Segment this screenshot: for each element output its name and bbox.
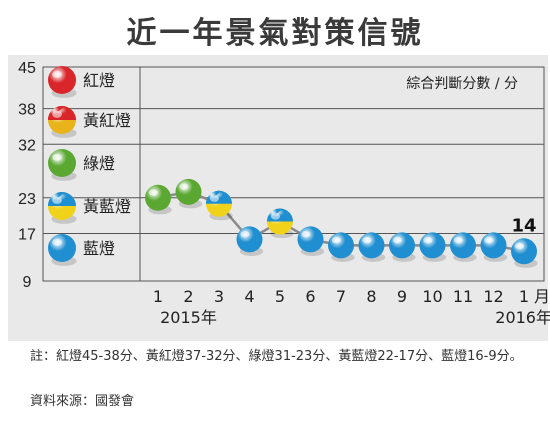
ball-highlight — [240, 230, 250, 238]
ball-highlight — [423, 236, 433, 244]
data-point — [206, 190, 233, 221]
ball-body — [48, 234, 76, 262]
ball-highlight — [209, 195, 219, 202]
legend-light-blue — [48, 234, 77, 266]
x-tick-label: 1 — [519, 287, 529, 306]
year-label: 2015年 — [160, 308, 217, 327]
ball-highlight — [52, 110, 62, 118]
ball-highlight — [331, 236, 342, 244]
ball-highlight — [52, 196, 62, 204]
x-tick-label: 11 — [453, 287, 473, 306]
x-tick-label: 3 — [214, 287, 224, 306]
ball-highlight — [270, 213, 281, 220]
x-tick-label: 6 — [305, 287, 315, 306]
y-axis-label: 綜合判斷分數 / 分 — [406, 76, 518, 92]
ball-highlight — [453, 236, 464, 244]
ball-highlight — [52, 238, 62, 246]
legend-light-yellow_blue — [48, 191, 77, 224]
year-label: 2016年 — [495, 308, 550, 327]
data-point — [267, 208, 294, 239]
ball-body — [389, 232, 415, 259]
y-tick-label: 23 — [18, 191, 36, 208]
x-tick-label: 1 — [153, 287, 163, 306]
ball-highlight — [362, 236, 372, 244]
ball-highlight — [179, 183, 189, 190]
ball-body — [419, 232, 446, 259]
ball-body — [358, 232, 385, 259]
y-tick-label: 45 — [18, 60, 36, 77]
ball-body — [145, 184, 171, 211]
legend-label: 藍燈 — [83, 239, 115, 258]
plot-frame — [42, 66, 545, 282]
ball-body — [328, 232, 354, 259]
x-tick-label: 10 — [422, 287, 442, 306]
source-note: 資料來源：國發會 — [30, 394, 135, 409]
ball-body — [480, 232, 507, 259]
ball-highlight — [514, 242, 524, 250]
ball-body — [297, 226, 324, 253]
x-tick-label: 5 — [275, 287, 285, 306]
ball-body — [236, 226, 263, 253]
legend-label: 綠燈 — [83, 154, 115, 173]
data-point — [236, 226, 264, 256]
ball-highlight — [392, 236, 403, 244]
footnote: 註：紅燈45-38分、黃紅燈37-32分、綠燈31-23分、黃藍燈22-17分、… — [30, 349, 523, 364]
x-tick-label: 12 — [483, 287, 503, 306]
legend-light-yellow_red — [48, 105, 77, 138]
data-point — [175, 178, 203, 209]
legend-light-red — [48, 66, 77, 98]
data-point — [511, 238, 538, 268]
y-tick-label: 38 — [18, 102, 36, 119]
ball-body — [48, 66, 76, 94]
legend-light-green — [48, 149, 77, 181]
legend-label: 紅燈 — [83, 71, 115, 90]
ball-highlight — [484, 236, 494, 244]
data-point — [419, 232, 447, 262]
ball-body — [48, 149, 76, 177]
ball-highlight — [52, 70, 62, 78]
data-label: 14 — [511, 215, 536, 236]
data-point — [480, 232, 508, 262]
y-tick-label: 32 — [18, 137, 36, 154]
legend-label: 黃紅燈 — [83, 111, 131, 130]
x-tick-label: 4 — [244, 287, 254, 306]
ball-body — [450, 232, 476, 259]
x-tick-label: 7 — [336, 287, 346, 306]
x-tick-label: 2 — [183, 287, 193, 306]
ball-body — [511, 238, 537, 265]
data-point — [358, 232, 386, 262]
data-point — [297, 226, 325, 256]
x-unit-label: 月 — [534, 287, 550, 306]
ball-highlight — [52, 153, 62, 161]
ball-highlight — [148, 189, 158, 196]
y-tick-label: 17 — [18, 226, 36, 243]
data-point — [145, 184, 172, 215]
data-point — [450, 232, 477, 262]
x-tick-label: 9 — [397, 287, 407, 306]
ball-body — [175, 178, 202, 205]
chart-title: 近一年景氣對策信號 — [126, 16, 424, 51]
x-tick-label: 8 — [366, 287, 376, 306]
ball-highlight — [301, 230, 311, 238]
legend-label: 黃藍燈 — [83, 197, 131, 216]
data-point — [389, 232, 416, 262]
data-point — [328, 232, 355, 262]
y-tick-label: 9 — [23, 274, 32, 291]
